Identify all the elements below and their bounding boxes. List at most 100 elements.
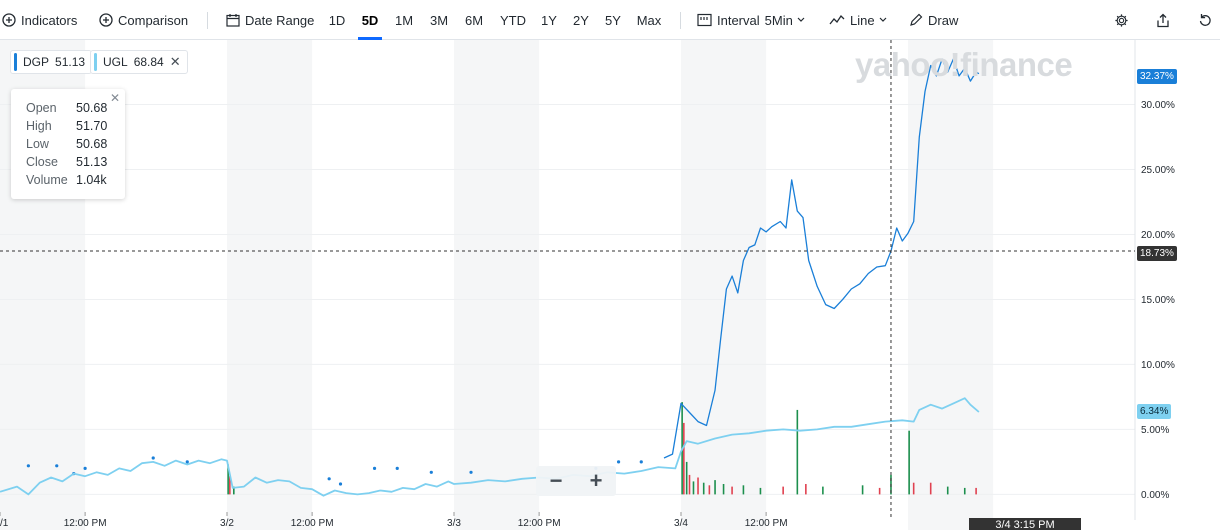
interval-icon xyxy=(697,13,712,27)
range-3m-label: 3M xyxy=(429,12,449,28)
indicators-button[interactable]: Indicators xyxy=(2,0,77,40)
x-axis: /1 12:00 PM 3/2 12:00 PM 3/3 12:00 PM 3/4 12:00… xyxy=(0,512,788,529)
crosshair-x-badge: 3/4 3:15 PM xyxy=(969,518,1081,530)
dgp-data-point xyxy=(616,460,621,464)
range-ytd-label: YTD xyxy=(500,12,526,28)
volume-value: 1.04k xyxy=(76,173,107,187)
range-2y[interactable]: 2Y xyxy=(569,0,593,40)
dgp-data-point xyxy=(185,460,189,464)
dgp-data-point xyxy=(151,456,155,460)
dgp-data-point xyxy=(26,464,30,468)
plus-circle-icon xyxy=(2,13,16,27)
pencil-icon xyxy=(910,13,923,26)
interval-label: Interval xyxy=(717,12,760,28)
y-tick-label: 25.00% xyxy=(1141,165,1175,176)
x-tick-label: 12:00 PM xyxy=(64,518,107,529)
chart-toolbar: Indicators Comparison Date Range 1D 5D 1… xyxy=(0,0,1220,40)
series-color-swatch xyxy=(94,53,97,71)
draw-button[interactable]: Draw xyxy=(909,0,958,40)
y-tick-label: 30.00% xyxy=(1141,100,1175,111)
crosshair-y-badge: 18.73% xyxy=(1137,246,1177,261)
range-6m-label: 6M xyxy=(464,12,484,28)
price-chart[interactable]: 0.00% 5.00% 10.00% 15.00% 20.00% 25.00% 30.00%… xyxy=(0,40,1220,530)
range-5d-label: 5D xyxy=(361,12,379,28)
legend-value: 68.84 xyxy=(133,55,164,69)
dgp-data-point xyxy=(372,466,377,471)
reset-button[interactable] xyxy=(1198,0,1212,40)
legend-symbol: DGP xyxy=(23,55,50,69)
legend-chip-ugl[interactable]: UGL 68.84 ✕ xyxy=(90,50,188,74)
y-tick-label: 0.00% xyxy=(1141,490,1169,501)
range-max[interactable]: Max xyxy=(633,0,665,40)
calendar-icon xyxy=(226,14,240,27)
comparison-label: Comparison xyxy=(118,12,189,28)
range-5y[interactable]: 5Y xyxy=(601,0,625,40)
close-icon[interactable]: ✕ xyxy=(109,91,120,105)
range-3m[interactable]: 3M xyxy=(426,0,452,40)
y-tick-label: 10.00% xyxy=(1141,360,1175,371)
x-tick-label: 12:00 PM xyxy=(291,518,334,529)
range-1m[interactable]: 1M xyxy=(391,0,417,40)
share-button[interactable] xyxy=(1156,0,1170,40)
range-5y-label: 5Y xyxy=(605,12,621,28)
indicators-label: Indicators xyxy=(21,12,78,28)
legend-chip-dgp[interactable]: DGP 51.13 xyxy=(10,50,93,74)
comparison-button[interactable]: Comparison xyxy=(99,0,188,40)
session-shade xyxy=(454,40,540,530)
y-tick-label: 15.00% xyxy=(1141,295,1175,306)
gear-icon xyxy=(1115,13,1128,27)
range-1m-label: 1M xyxy=(394,12,414,28)
ugl-series-line xyxy=(0,397,980,497)
range-5d[interactable]: 5D xyxy=(358,0,382,40)
dgp-last-value-badge: 32.37% xyxy=(1137,69,1177,84)
close-label: Close xyxy=(26,155,58,169)
settings-button[interactable] xyxy=(1114,0,1129,40)
x-tick-label: /1 xyxy=(0,518,9,529)
zoom-controls: − + xyxy=(536,466,616,496)
legend-value: 51.13 xyxy=(55,55,86,69)
yahoo-finance-watermark: yahoo!finance xyxy=(855,46,1073,83)
y-axis: 0.00% 5.00% 10.00% 15.00% 20.00% 25.00% 30.00% xyxy=(1141,100,1175,501)
zoom-in-button[interactable]: + xyxy=(589,468,603,493)
range-1d[interactable]: 1D xyxy=(325,0,349,40)
date-range-label: Date Range xyxy=(245,12,315,28)
session-shade xyxy=(908,40,994,530)
interval-value: 5Min xyxy=(764,12,793,28)
range-max-label: Max xyxy=(636,12,662,28)
session-shade xyxy=(681,40,767,530)
x-tick-label: 12:00 PM xyxy=(518,518,561,529)
remove-series-close-icon[interactable]: ✕ xyxy=(169,54,181,69)
legend-symbol: UGL xyxy=(103,55,128,69)
session-shading xyxy=(0,40,994,530)
chevron-down-icon xyxy=(797,17,805,22)
dgp-data-point xyxy=(338,482,343,486)
interval-dropdown[interactable]: Interval 5Min xyxy=(697,0,805,40)
chart-type-label: Line xyxy=(850,12,875,28)
date-range-button[interactable]: Date Range xyxy=(226,0,314,40)
dgp-series-line xyxy=(663,58,980,459)
ugl-last-value-badge: 6.34% xyxy=(1137,404,1172,419)
zoom-out-button[interactable]: − xyxy=(549,468,563,493)
range-1y[interactable]: 1Y xyxy=(537,0,561,40)
range-1y-label: 1Y xyxy=(541,12,557,28)
range-ytd[interactable]: YTD xyxy=(497,0,529,40)
high-label: High xyxy=(26,119,52,133)
dgp-data-point xyxy=(55,464,59,468)
dgp-data-point xyxy=(429,470,433,474)
crosshair xyxy=(0,40,1135,520)
x-tick-label: 3/2 xyxy=(220,518,234,529)
x-tick-label: 3/3 xyxy=(447,518,461,529)
toolbar-divider xyxy=(680,12,681,29)
series-lines xyxy=(0,58,980,497)
chart-type-dropdown[interactable]: Line xyxy=(829,0,887,40)
range-6m[interactable]: 6M xyxy=(461,0,487,40)
draw-label: Draw xyxy=(928,12,959,28)
session-shade xyxy=(227,40,313,530)
dgp-data-point xyxy=(639,460,643,464)
volume-label: Volume xyxy=(26,173,68,187)
high-value: 51.70 xyxy=(76,119,108,133)
toolbar-divider xyxy=(207,12,208,29)
series-color-swatch xyxy=(14,53,17,71)
chevron-down-icon xyxy=(879,17,887,22)
refresh-icon xyxy=(1199,14,1211,26)
